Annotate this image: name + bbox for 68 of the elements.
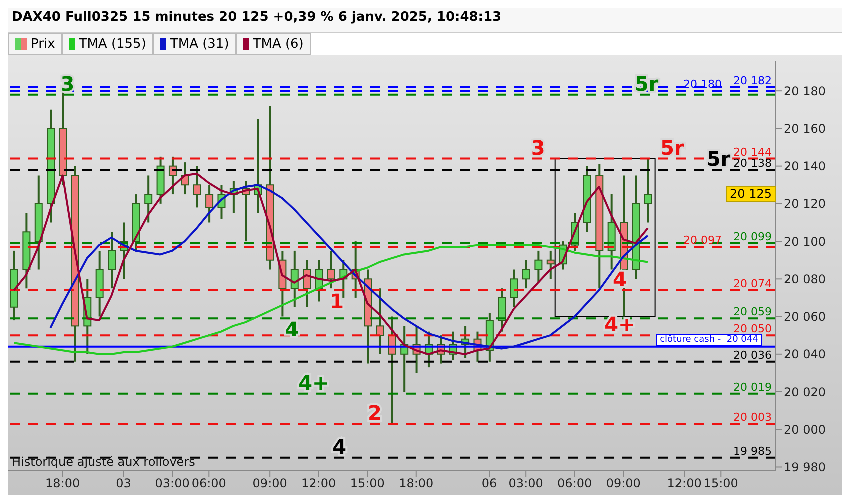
- annotation: 2: [368, 400, 382, 425]
- y-tick-label: 19 980: [784, 460, 826, 474]
- annotation: 1: [330, 289, 344, 314]
- ref-line-label: 20 144: [734, 146, 772, 159]
- legend-label: TMA (31): [170, 36, 230, 52]
- y-tick-label: 20 000: [784, 422, 826, 437]
- candlestick: [498, 288, 506, 333]
- ref-line-label: 20 036: [734, 348, 772, 362]
- annotation: 5r: [660, 136, 684, 160]
- legend-label: Prix: [31, 36, 56, 52]
- ref-line-label: 20 182: [734, 74, 772, 88]
- candlestick: [510, 268, 518, 308]
- x-tick-label: 06:00: [192, 476, 226, 491]
- annotation: 4+: [604, 312, 636, 337]
- annotation: Historique ajusté aux rollovers: [12, 455, 196, 469]
- x-tick-label: 03:00: [155, 476, 190, 491]
- annotation: 20 125: [726, 186, 776, 202]
- y-tick-label: 20 180: [784, 84, 826, 98]
- ref-line-label: 20 050: [734, 322, 772, 336]
- ref-line-label: 20 019: [734, 380, 772, 394]
- x-tick-label: 15:00: [704, 476, 738, 491]
- legend-label: TMA (155): [79, 36, 146, 52]
- chart-title: DAX40 Full0325 15 minutes 20 125 +0,39 % 6 janv. 2025, 10:48:13: [8, 8, 842, 33]
- candlestick: [108, 231, 116, 290]
- ref-line-label: clôture cash - 20 044: [656, 334, 762, 346]
- candlestick: [376, 288, 384, 356]
- ref-line-label: 20 138: [734, 157, 772, 170]
- candlestick: [546, 250, 555, 280]
- y-tick-label: 20 140: [784, 160, 826, 174]
- y-tick-label: 20 160: [784, 122, 826, 136]
- candlestick: [327, 250, 336, 290]
- y-tick-label: 20 080: [784, 272, 826, 286]
- x-tick-label: 06:00: [558, 476, 592, 491]
- x-tick-label: 12:00: [667, 476, 702, 491]
- legend-label: TMA (6): [253, 36, 304, 52]
- y-tick-label: 20 100: [784, 234, 826, 249]
- annotation: 5r: [634, 72, 659, 96]
- candlestick: [193, 165, 202, 209]
- annotation: 4: [332, 434, 347, 459]
- annotation: 3: [531, 136, 546, 160]
- x-tick-label: 06: [482, 476, 498, 491]
- ref-line-label: 20 059: [734, 306, 772, 319]
- x-tick-label: 09:00: [606, 476, 641, 491]
- x-tick-label: 09:00: [252, 476, 288, 491]
- line-series: [13, 244, 649, 356]
- x-tick-label: 15:00: [350, 476, 385, 491]
- x-tick-label: 03: [116, 476, 132, 491]
- ref-line-label: 20 074: [734, 277, 772, 290]
- ref-line-label: 20 003: [734, 410, 772, 424]
- y-tick-label: 20 060: [784, 310, 826, 324]
- ref-line-label: 20 097: [684, 234, 722, 248]
- annotation: 4: [285, 318, 299, 342]
- candlestick: [206, 184, 214, 224]
- x-tick-label: 18:00: [399, 476, 434, 491]
- annotation: 4+: [298, 370, 330, 395]
- candlestick: [644, 158, 652, 224]
- x-tick-label: 12:00: [302, 476, 336, 491]
- y-tick-label: 20 020: [784, 385, 826, 400]
- candlestick: [534, 250, 543, 284]
- candlestick: [144, 174, 153, 224]
- ref-line-label: 20 099: [734, 230, 772, 244]
- x-tick-label: 03:00: [508, 476, 544, 491]
- annotation: 5r: [706, 147, 731, 172]
- ref-line-label: 19 985: [734, 444, 772, 458]
- y-tick-label: 20 120: [784, 197, 826, 212]
- candlestick: [522, 259, 530, 290]
- x-tick-label: 18:00: [46, 476, 80, 491]
- y-tick-label: 20 040: [784, 348, 826, 362]
